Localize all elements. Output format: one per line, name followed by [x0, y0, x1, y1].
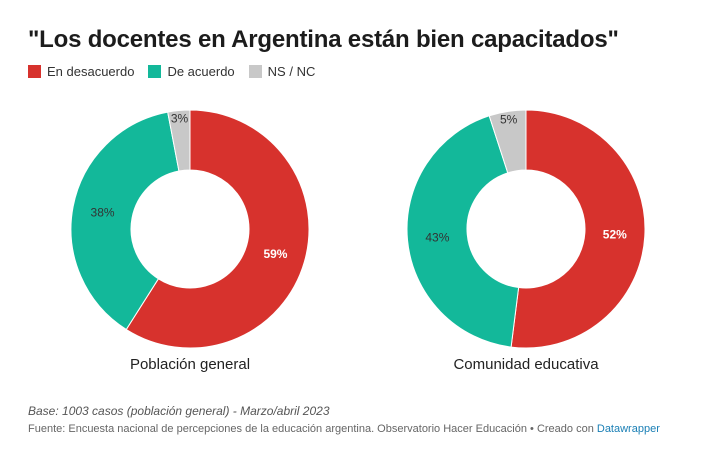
legend-item-de-acuerdo: De acuerdo: [148, 64, 235, 79]
slice-poblacion-general-en-desacuerdo: [125, 109, 310, 349]
data-label-comunidad-educativa-de-acuerdo: 43%: [425, 230, 449, 244]
legend: En desacuerdo De acuerdo NS / NC: [28, 64, 315, 79]
data-label-poblacion-general-en-desacuerdo: 59%: [263, 247, 287, 261]
slice-comunidad-educativa-de-acuerdo: [406, 115, 520, 348]
legend-swatch-en-desacuerdo: [28, 65, 41, 78]
legend-item-en-desacuerdo: En desacuerdo: [28, 64, 134, 79]
slice-comunidad-educativa-ns-nc: [488, 109, 527, 174]
chart-label-poblacion-general: Población general: [129, 356, 251, 373]
source-text: Fuente: Encuesta nacional de percepcione…: [28, 423, 597, 435]
data-label-poblacion-general-ns-nc: 3%: [171, 111, 189, 125]
chart-label-comunidad-educativa: Comunidad educativa: [453, 356, 599, 373]
chart-title: "Los docentes en Argentina están bien ca…: [28, 26, 619, 53]
slice-poblacion-general-de-acuerdo: [70, 111, 180, 331]
source-line: Fuente: Encuesta nacional de percepcione…: [28, 423, 660, 435]
slice-poblacion-general-ns-nc: [167, 109, 191, 172]
legend-swatch-de-acuerdo: [148, 65, 162, 78]
legend-label-de-acuerdo: De acuerdo: [167, 64, 235, 79]
slice-comunidad-educativa-en-desacuerdo: [510, 109, 646, 349]
data-label-comunidad-educativa-en-desacuerdo: 52%: [603, 228, 627, 242]
legend-label-en-desacuerdo: En desacuerdo: [47, 64, 135, 79]
legend-item-ns-nc: NS / NC: [248, 64, 316, 79]
data-label-poblacion-general-de-acuerdo: 38%: [91, 205, 115, 219]
data-label-comunidad-educativa-ns-nc: 5%: [500, 112, 518, 126]
legend-label-ns-nc: NS / NC: [267, 64, 316, 79]
legend-swatch-ns-nc: [248, 65, 262, 78]
base-note: Base: 1003 casos (población general) - M…: [28, 404, 330, 418]
datawrapper-link[interactable]: Datawrapper: [596, 423, 660, 435]
